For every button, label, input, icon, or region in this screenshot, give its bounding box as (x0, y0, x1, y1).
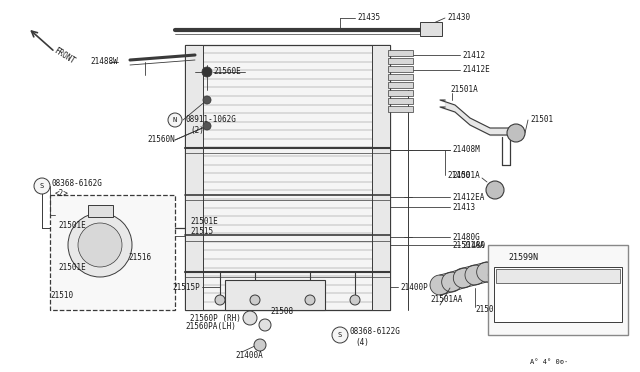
Circle shape (442, 272, 461, 292)
Text: S: S (338, 332, 342, 338)
Bar (420, 22, 442, 36)
Text: N: N (173, 117, 177, 123)
Text: 21515P: 21515P (172, 282, 200, 292)
Circle shape (202, 67, 212, 77)
Circle shape (215, 295, 225, 305)
Circle shape (34, 178, 50, 194)
Circle shape (453, 268, 474, 288)
Text: 21501E: 21501E (58, 263, 86, 273)
Circle shape (477, 262, 497, 282)
Bar (372, 45, 390, 310)
Text: 21412EA: 21412EA (452, 192, 484, 202)
Bar (388, 98, 413, 104)
Text: 21400P: 21400P (400, 282, 428, 292)
Circle shape (259, 319, 271, 331)
Text: 21560N: 21560N (147, 135, 175, 144)
Text: 21400: 21400 (447, 170, 470, 180)
Text: S: S (40, 183, 44, 189)
Bar (388, 50, 413, 56)
Circle shape (488, 265, 508, 285)
Text: 21560P (RH): 21560P (RH) (190, 314, 241, 323)
Text: 21516: 21516 (128, 253, 151, 263)
Text: 21510: 21510 (50, 291, 73, 299)
Text: 21501AA: 21501AA (430, 295, 462, 305)
Bar (50, 195, 175, 310)
Text: 21599N: 21599N (508, 253, 538, 262)
Circle shape (203, 96, 211, 104)
Text: 21560E: 21560E (213, 67, 241, 77)
Circle shape (500, 268, 520, 288)
Text: 21508: 21508 (270, 308, 293, 317)
Text: 21501AA: 21501AA (452, 241, 484, 250)
Circle shape (507, 124, 525, 142)
Text: (2): (2) (190, 125, 204, 135)
Circle shape (430, 275, 450, 295)
Text: FRONT: FRONT (52, 46, 76, 66)
Circle shape (168, 113, 182, 127)
Circle shape (332, 327, 348, 343)
Bar (388, 90, 413, 96)
Text: 21430: 21430 (447, 13, 470, 22)
Bar (388, 106, 413, 112)
Text: 21400A: 21400A (235, 350, 263, 359)
Text: 21408M: 21408M (452, 145, 480, 154)
Circle shape (254, 339, 266, 351)
Text: 21412E: 21412E (462, 65, 490, 74)
Text: 21488W: 21488W (90, 58, 118, 67)
Text: 21501E: 21501E (190, 218, 218, 227)
Bar (488, 245, 628, 335)
Bar (185, 45, 390, 310)
Text: 21560PA(LH): 21560PA(LH) (185, 323, 236, 331)
Circle shape (243, 311, 257, 325)
Bar (88, 205, 113, 217)
Text: 08368-6122G: 08368-6122G (350, 327, 401, 337)
Circle shape (350, 295, 360, 305)
Bar (388, 82, 413, 88)
Circle shape (203, 122, 211, 130)
Circle shape (250, 295, 260, 305)
Text: A° 4° 0⊙·: A° 4° 0⊙· (530, 359, 568, 365)
Text: 21480: 21480 (462, 241, 485, 250)
Circle shape (465, 265, 485, 285)
Text: 21503: 21503 (475, 305, 498, 314)
Text: (4): (4) (355, 337, 369, 346)
Text: 21501A: 21501A (452, 170, 480, 180)
Text: 21501A: 21501A (450, 86, 477, 94)
Text: CAUTION: CAUTION (498, 273, 524, 279)
Text: <2>: <2> (55, 189, 69, 198)
Circle shape (486, 181, 504, 199)
Circle shape (305, 295, 315, 305)
Bar (388, 74, 413, 80)
Text: 21435: 21435 (357, 13, 380, 22)
Text: 08368-6162G: 08368-6162G (52, 179, 103, 187)
Text: 21480G: 21480G (452, 232, 480, 241)
Bar (388, 58, 413, 64)
Bar (185, 45, 203, 310)
Bar (388, 66, 413, 72)
Bar (494, 267, 622, 322)
Text: 21412: 21412 (462, 51, 485, 60)
Text: 21501: 21501 (530, 115, 553, 125)
Text: 21413: 21413 (452, 202, 475, 212)
Bar (496, 269, 620, 283)
Circle shape (68, 213, 132, 277)
Text: 21501E: 21501E (58, 221, 86, 230)
Text: 21515: 21515 (190, 228, 213, 237)
Text: 08911-1062G: 08911-1062G (185, 115, 236, 125)
Bar (225, 280, 325, 310)
Circle shape (78, 223, 122, 267)
